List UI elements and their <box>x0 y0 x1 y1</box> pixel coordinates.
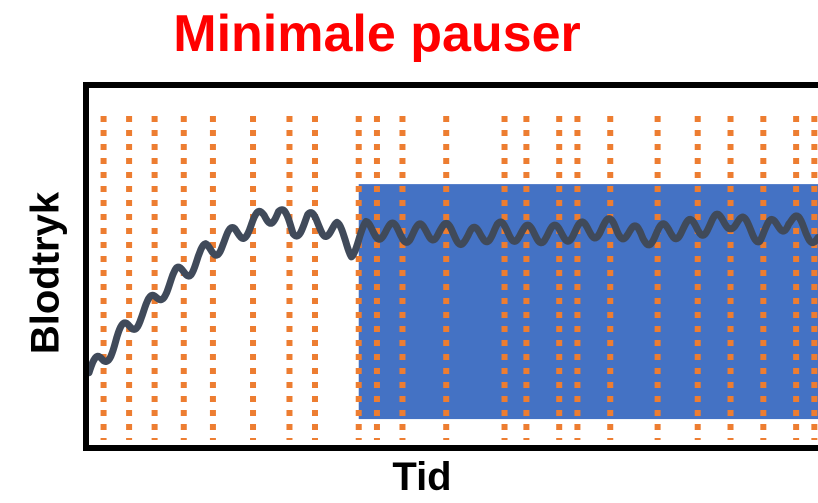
pause-markers-layer <box>100 116 818 440</box>
chart-title: Minimale pauser <box>173 5 581 63</box>
series-layer <box>85 206 818 377</box>
x-axis-label: Tid <box>392 455 452 499</box>
plot-frame <box>83 82 818 451</box>
series-line-1 <box>85 206 818 377</box>
